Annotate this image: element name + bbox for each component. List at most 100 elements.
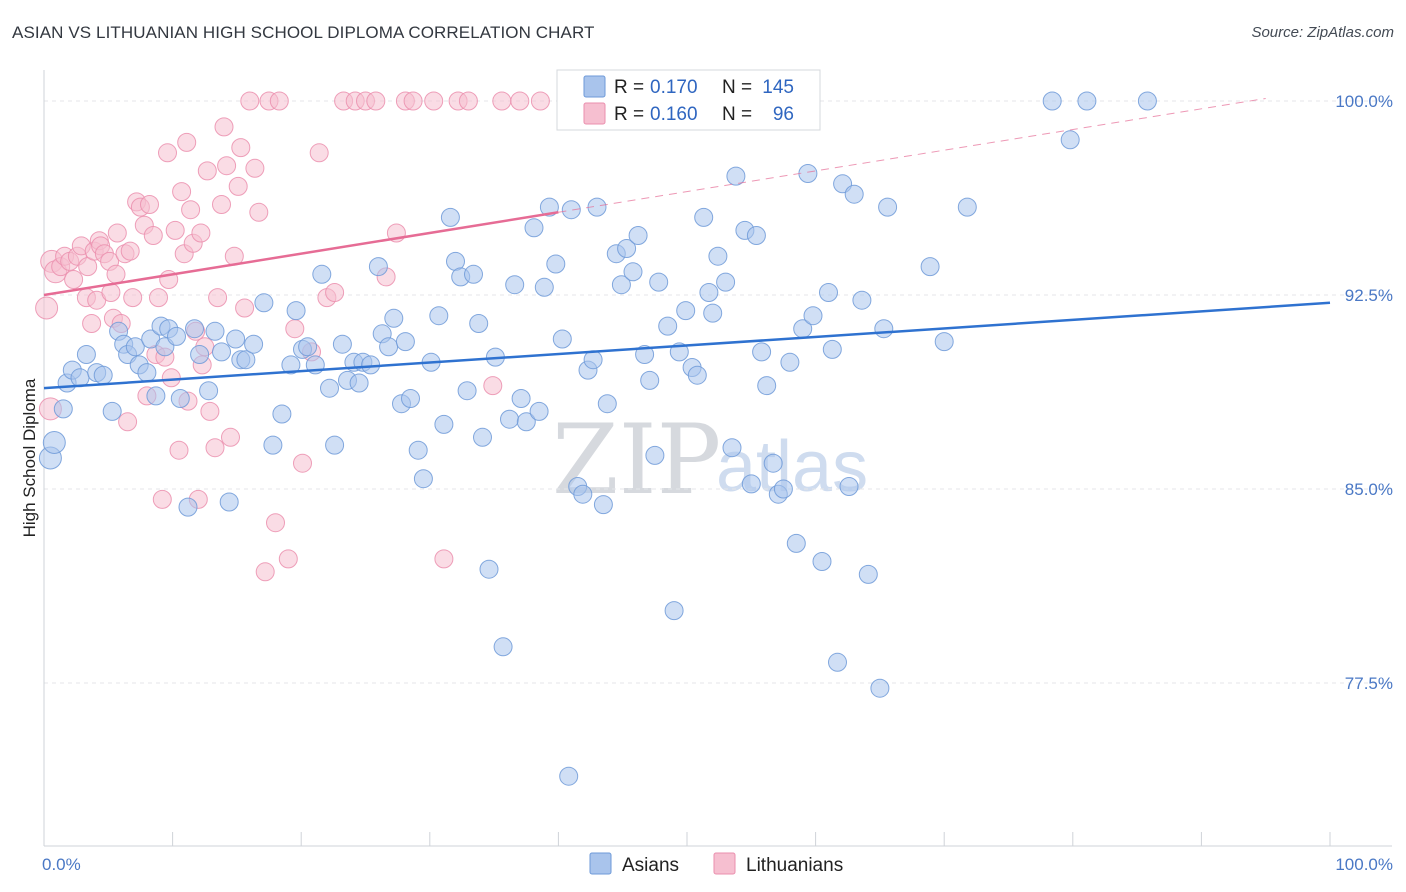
asian-point [773, 479, 793, 499]
asian-point [559, 766, 579, 786]
legend-asian-r-label: R = [614, 77, 644, 98]
lithuanian-point [64, 270, 84, 289]
asian-point [272, 404, 292, 424]
asian-point [505, 275, 525, 295]
asian-point [479, 559, 499, 579]
asian-point [379, 337, 399, 357]
lithuanian-point [197, 161, 217, 181]
lithuanian-point [35, 296, 59, 320]
legend-box: R = 0.170 N = 145 R = 0.160 N = 96 [556, 69, 821, 131]
asian-point [401, 389, 420, 408]
asian-point [212, 342, 231, 362]
asian-point [263, 435, 283, 455]
legend-asian-swatch [583, 75, 606, 98]
lithuanian-point [143, 226, 163, 245]
asian-point [611, 275, 631, 295]
asian-point [858, 564, 878, 584]
asian-point [852, 290, 872, 310]
asian-point [664, 601, 684, 621]
lithuanian-point [235, 298, 255, 318]
asian-point [780, 352, 800, 372]
asian-point [102, 401, 122, 421]
asian-point [76, 345, 96, 364]
asians-trend-line [43, 301, 1331, 390]
asian-point [440, 207, 460, 227]
asian-point [757, 376, 777, 396]
asian-point [703, 303, 723, 323]
asian-point [199, 381, 219, 401]
bottom-legend: Asians Lithuanians [589, 852, 843, 876]
lithuanian-point [245, 158, 265, 178]
lithuanian-point [165, 220, 185, 240]
asian-point [226, 329, 246, 349]
lithuanian-point [177, 132, 197, 152]
legend-lith-r-label: R = [614, 104, 644, 125]
x-tick-label-min: 0.0% [42, 855, 81, 874]
lithuanian-point [278, 549, 298, 569]
y-tick-label: 100.0% [1335, 92, 1393, 111]
lithuanian-point [191, 223, 211, 243]
lithuanian-point [510, 91, 530, 111]
legend-lith-swatch [583, 102, 606, 125]
asian-point [878, 197, 898, 217]
asian-point [546, 254, 566, 274]
asian-point [170, 389, 190, 408]
asian-point [934, 332, 954, 352]
lithuanian-point [269, 91, 289, 111]
lithuanian-point [208, 288, 228, 308]
lithuanian-point [200, 401, 220, 421]
asian-point [649, 272, 669, 292]
asian-point [803, 306, 823, 326]
asian-point [763, 453, 783, 473]
legend-lith-n-value: 96 [773, 104, 794, 125]
asian-point [920, 257, 940, 277]
asian-point [298, 337, 318, 357]
lithuanian-point [158, 143, 177, 163]
lithuanians-trend-line [43, 211, 559, 297]
lithuanian-point [240, 91, 260, 111]
lithuanian-point [325, 283, 345, 302]
lithuanian-point [212, 195, 231, 214]
legend-asian-n-value: 145 [762, 77, 794, 98]
asian-point [573, 484, 593, 504]
asian-point [699, 283, 719, 302]
asian-point [561, 200, 581, 220]
asian-point [281, 355, 301, 375]
lithuanian-point [530, 91, 550, 111]
asian-point [716, 272, 736, 292]
asian-point [786, 533, 806, 553]
asian-point [819, 283, 838, 302]
asian-point [178, 497, 198, 517]
asian-point [493, 637, 513, 657]
y-tick-label: 85.0% [1345, 480, 1393, 499]
bottom-legend-asians: Asians [622, 855, 679, 876]
asian-point [384, 308, 404, 328]
asian-point [539, 197, 559, 217]
asian-point [529, 401, 549, 421]
asian-point [722, 438, 742, 458]
asian-point [658, 316, 678, 336]
y-tick-labels: 77.5% 85.0% 92.5% 100.0% [1335, 92, 1393, 693]
x-axis-ticks [172, 832, 1331, 846]
asian-point [844, 184, 864, 204]
asian-point [332, 334, 352, 354]
lithuanian-point [140, 195, 159, 214]
asian-point [635, 345, 655, 364]
asian-point [516, 412, 536, 432]
asian-point [320, 378, 339, 398]
asian-point [752, 342, 772, 362]
lithuanian-point [205, 438, 225, 458]
asian-point [244, 334, 264, 354]
lithuanian-point [118, 412, 138, 432]
asian-point [524, 218, 544, 238]
lithuanian-point [161, 368, 181, 388]
trend-lines [43, 97, 1331, 390]
asian-point [236, 350, 256, 370]
asian-point [125, 337, 145, 357]
asian-point [798, 164, 818, 183]
lithuanian-point [285, 319, 305, 339]
asian-point [473, 427, 492, 447]
asian-point [676, 301, 696, 321]
lithuanian-point [309, 143, 329, 163]
asian-point [741, 474, 761, 494]
